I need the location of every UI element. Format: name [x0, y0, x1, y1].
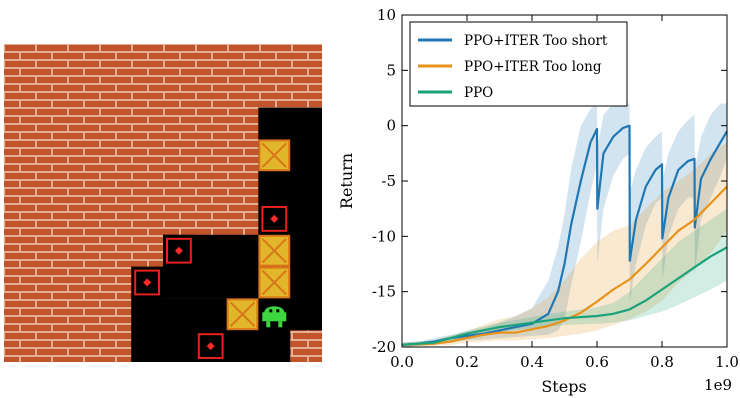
x-axis-multiplier: 1e9: [704, 376, 732, 394]
y-tick-label: -20: [372, 338, 396, 356]
x-tick-label: 0.4: [520, 353, 544, 371]
x-tick-label: 0.6: [585, 353, 609, 371]
box-icon: [258, 266, 291, 299]
box-icon: [258, 234, 291, 267]
target-icon: [197, 333, 224, 360]
y-tick-label: 5: [386, 61, 396, 79]
series-band-2: [402, 142, 727, 347]
y-axis-label: Return: [337, 153, 356, 209]
target-icon: [166, 237, 192, 264]
legend-items: PPO+ITER Too short PPO+ITER Too long PPO: [418, 33, 608, 101]
y-tick-label: 0: [386, 117, 396, 135]
y-tick-label: -5: [381, 172, 396, 190]
legend-label-1: PPO+ITER Too short: [464, 33, 608, 49]
target-icon: [261, 206, 288, 232]
series-band-1: [402, 103, 727, 347]
series-line-1: [401, 124, 728, 346]
box-icon: [258, 139, 291, 172]
agent-layer: [262, 306, 287, 328]
x-tick-label: 0.2: [455, 353, 479, 371]
target-icon: [134, 269, 160, 296]
confidence-bands: [402, 103, 727, 347]
target-layer: [134, 206, 288, 360]
series-lines: [401, 124, 728, 346]
y-tick-label: -15: [372, 283, 396, 301]
sokoban-game-board: [4, 44, 322, 362]
box-layer: [226, 139, 291, 331]
legend-label-2: PPO+ITER Too long: [464, 59, 602, 75]
x-tick-label: 1.0: [715, 353, 739, 371]
agent-icon: [262, 306, 287, 328]
y-tick-label: 10: [377, 6, 396, 24]
box-icon: [226, 298, 259, 331]
series-line-3: [401, 246, 728, 346]
x-axis-label: Steps: [541, 377, 586, 396]
x-tick-label: 0.8: [650, 353, 674, 371]
legend-label-3: PPO: [464, 85, 493, 101]
legend: PPO+ITER Too short PPO+ITER Too long PPO: [409, 21, 628, 107]
series-band-3: [402, 208, 727, 347]
axis-ticks: 0.0 0.2 0.4 0.6 0.8 1.0 -20 -15 -10 -5 0 5 10: [372, 6, 739, 371]
y-tick-label: -10: [372, 227, 396, 245]
x-tick-label: 0.0: [390, 353, 414, 371]
